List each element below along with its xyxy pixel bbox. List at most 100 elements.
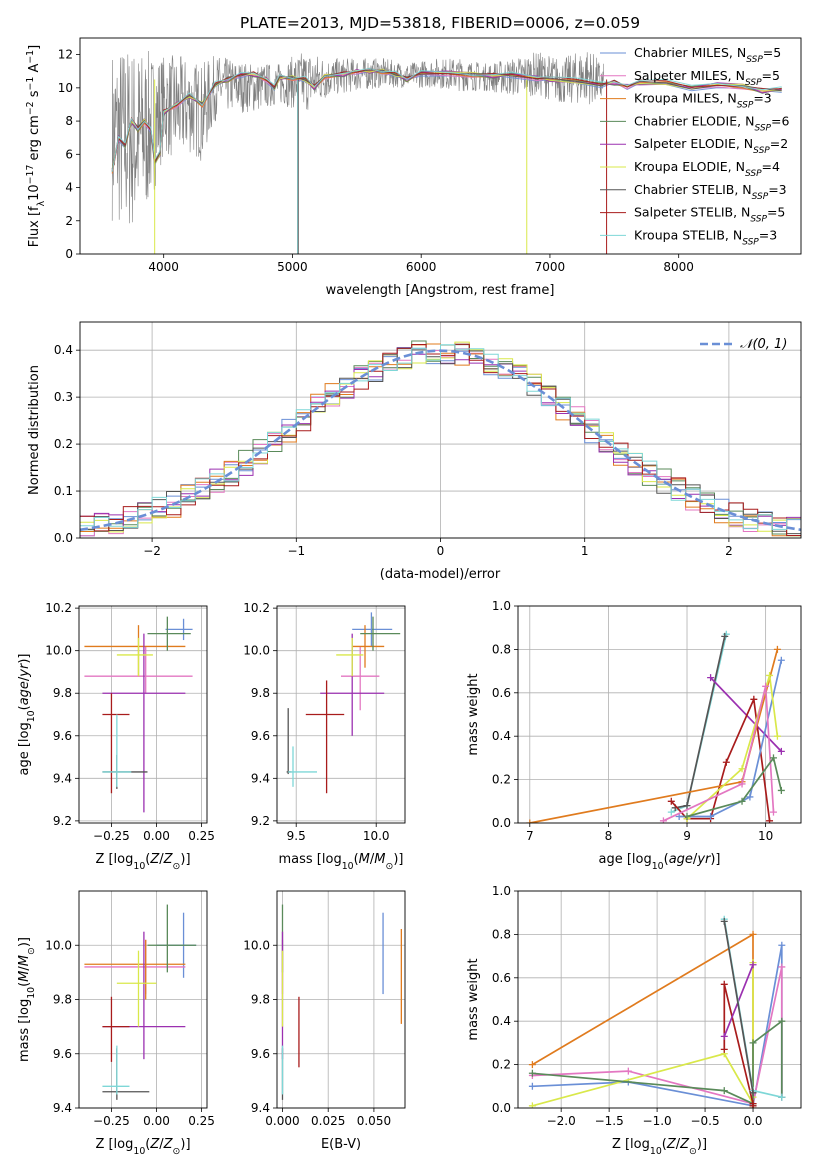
weight-marker-chabrier_elodie: [528, 1069, 536, 1077]
y-tick-label: 0.1: [54, 484, 73, 498]
weight-marker-chabrier_miles: [778, 941, 786, 949]
y-tick-label: 0.3: [54, 390, 73, 404]
y-tick-label: 0.6: [492, 971, 511, 985]
y-tick-label: 0.2: [492, 773, 511, 787]
x-tick-label: −1.5: [595, 1114, 624, 1128]
legend-entry-kroupa_stelib: Kroupa STELIB, NSSP=3: [634, 227, 777, 247]
y-tick-label: 10.0: [45, 644, 72, 658]
y-tick-label: 9.4: [53, 1101, 72, 1115]
weight-line-kroupa_stelib: [670, 634, 728, 813]
weight-line-chabrier_stelib: [723, 921, 754, 1093]
x-axis-label: age [log10(age/yr)]: [598, 852, 720, 872]
residuals-panel: −2 −1 0 1 2 0.0 0.1 0.2 0.3 0.4 𝒩(0, 1) (data-model…: [27, 321, 802, 582]
x-tick-label: −1.0: [643, 1114, 672, 1128]
weight-marker-salpeter_miles: [659, 817, 667, 823]
legend-entry-salpeter_stelib: Salpeter STELIB, NSSP=5: [634, 205, 785, 225]
age_vs_mass-plot-area: [286, 612, 401, 794]
age_vs_mass-panel: 9.5 10.0 9.2 9.4 9.6 9.8 10.0 10.2 mass [log10(M…: [243, 601, 406, 872]
y-tick-label: 9.6: [53, 1047, 72, 1061]
x-tick-label: 9: [683, 829, 691, 843]
y-tick-label: 4: [65, 181, 73, 195]
weight-marker-salpeter_miles: [762, 682, 770, 690]
weight-marker-chabrier_elodie: [777, 786, 785, 794]
weight_vs_z-plot-area: [528, 915, 786, 1108]
y-tick-label: 12: [58, 48, 73, 62]
weight-marker-kroupa_elodie: [766, 671, 774, 679]
weight-marker-chabrier_miles: [746, 793, 754, 801]
y-tick-label: 10.2: [243, 601, 270, 615]
weight-marker-chabrier_elodie: [778, 1017, 786, 1025]
x-axis-label: mass [log10(M/M⊙)]: [279, 852, 404, 872]
weight-marker-kroupa_miles: [526, 819, 534, 823]
x-tick-label: 4000: [148, 260, 179, 274]
weight_vs_age-plot-area: [526, 630, 785, 823]
x-tick-label: 0.25: [188, 1114, 215, 1128]
y-tick-label: 0.0: [54, 531, 73, 545]
weight-marker-salpeter_elodie: [707, 674, 715, 682]
y-tick-label: 8: [65, 114, 73, 128]
y-tick-label: 0.2: [54, 437, 73, 451]
age_vs_z-plot-area: [84, 616, 193, 813]
weight-marker-chabrier_miles: [707, 812, 715, 820]
weight-marker-chabrier_miles: [777, 656, 785, 664]
y-tick-label: 9.6: [251, 729, 270, 743]
x-axis-label: Z [log10(Z/Z⊙)]: [95, 1137, 190, 1157]
y-tick-label: 0.8: [492, 642, 511, 656]
model-line-kroupa_stelib: [111, 67, 782, 172]
weight-marker-salpeter_elodie: [720, 1032, 728, 1040]
weight-marker-salpeter_stelib: [720, 980, 728, 988]
y-tick-label: 10.2: [45, 601, 72, 615]
weight-line-kroupa_elodie: [686, 675, 779, 820]
weight-marker-salpeter_miles: [624, 1067, 632, 1075]
weight-marker-chabrier_stelib: [720, 917, 728, 925]
x-tick-label: 0.000: [265, 1114, 299, 1128]
x-tick-label: −0.25: [93, 829, 130, 843]
x-tick-label: 8000: [663, 260, 694, 274]
y-tick-label: 9.2: [251, 814, 270, 828]
weight-line-chabrier_miles: [679, 660, 783, 818]
y-tick-label: 0.4: [492, 729, 511, 743]
weight-marker-salpeter_stelib: [749, 1102, 757, 1108]
y-tick-label: 0.4: [54, 343, 73, 357]
x-tick-label: −0.25: [93, 1114, 130, 1128]
y-tick-label: 10.0: [243, 938, 270, 952]
figure-title: PLATE=2013, MJD=53818, FIBERID=0006, z=0…: [240, 14, 640, 32]
weight-marker-chabrier_elodie: [683, 812, 691, 820]
axes-frame: [79, 321, 802, 539]
histogram-step-kroupa_stelib: [80, 344, 801, 530]
mass_vs_z-panel: −0.25 0.00 0.25 9.4 9.6 9.8 10.0 Z [log10(Z/Z⊙)…: [17, 890, 215, 1157]
mass_vs_z-plot-area: [84, 904, 197, 1100]
y-tick-label: 9.4: [53, 771, 72, 785]
weight-line-chabrier_elodie: [532, 1019, 783, 1106]
x-tick-label: 2: [725, 544, 733, 558]
y-tick-label: 1.0: [492, 599, 511, 613]
y-tick-label: 10: [58, 81, 73, 95]
x-axis-label: (data-model)/error: [380, 567, 501, 582]
legend-entry-salpeter_elodie: Salpeter ELODIE, NSSP=2: [634, 136, 788, 156]
weight-line-salpeter_stelib: [670, 696, 771, 821]
weight-marker-salpeter_elodie: [749, 961, 757, 969]
weight-marker-kroupa_stelib: [778, 1093, 786, 1101]
weight-marker-kroupa_miles: [749, 930, 757, 938]
x-tick-label: 10.0: [363, 829, 390, 843]
weight-marker-kroupa_stelib: [667, 808, 675, 816]
x-tick-label: 7: [526, 829, 534, 843]
x-tick-label: 0.050: [357, 1114, 391, 1128]
mass_vs_ebv-plot-area: [281, 904, 402, 1100]
legend-entry-kroupa_elodie: Kroupa ELODIE, NSSP=4: [634, 159, 780, 179]
y-axis-label: Normed distribution: [27, 365, 42, 495]
y-tick-label: 0: [65, 247, 73, 261]
x-tick-label: −2.0: [547, 1114, 576, 1128]
mass_vs_ebv-panel: 0.000 0.025 0.050 9.4 9.6 9.8 10.0 E(B-V): [243, 890, 406, 1152]
y-tick-label: 0.0: [492, 816, 511, 830]
x-tick-label: 1: [581, 544, 589, 558]
weight-marker-chabrier_stelib: [721, 632, 729, 640]
axes-frame: [78, 605, 208, 824]
x-tick-label: 9.5: [287, 829, 306, 843]
x-tick-label: 0.25: [188, 829, 215, 843]
y-tick-label: 2: [65, 214, 73, 228]
x-axis-label: wavelength [Angstrom, rest frame]: [326, 283, 555, 298]
y-axis-label: age [log10(age/yr)]: [17, 653, 37, 775]
weight-marker-salpeter_stelib: [720, 1045, 728, 1053]
weight-marker-kroupa_elodie: [773, 732, 781, 740]
